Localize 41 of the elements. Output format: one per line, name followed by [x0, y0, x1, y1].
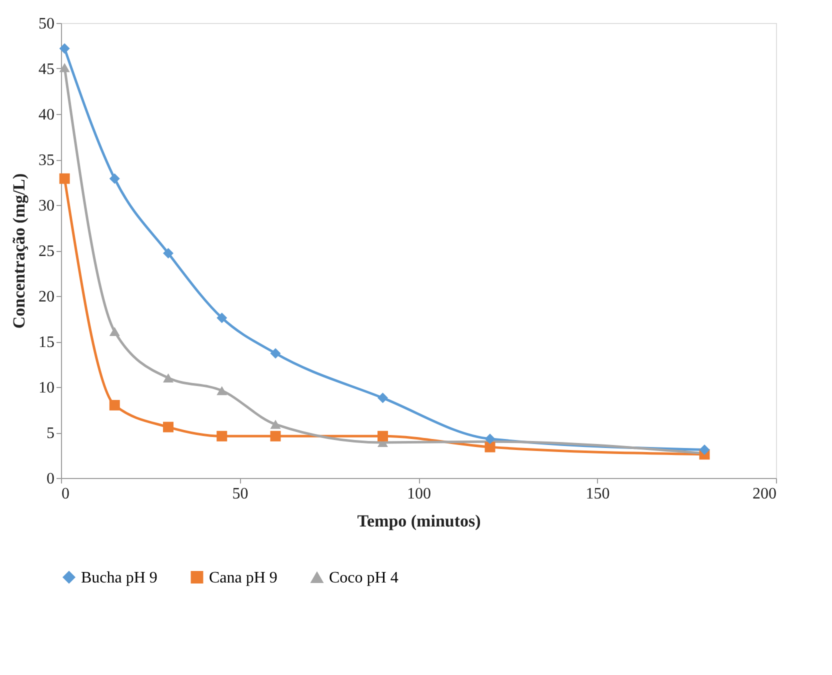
- y-tick-label: 45: [38, 61, 54, 78]
- point: [163, 373, 174, 382]
- point: [270, 430, 281, 442]
- y-tick-label: 15: [38, 334, 54, 351]
- point: [216, 386, 228, 396]
- y-axis-title: Concentração (mg/L): [10, 173, 28, 329]
- y-tick-label: 30: [38, 198, 54, 214]
- legend-label: Bucha pH 9: [81, 569, 158, 586]
- point: [59, 63, 70, 72]
- y-tick-label: 20: [38, 288, 54, 306]
- point: [378, 392, 388, 404]
- point: [216, 312, 228, 324]
- x-tick-label: 200: [752, 486, 776, 502]
- x-tick-label: 100: [407, 486, 431, 502]
- x-tick-label: 0: [62, 486, 70, 502]
- legend-label: Coco pH 4: [329, 570, 398, 586]
- point: [109, 173, 120, 184]
- x-axis-title: Tempo (minutos): [357, 512, 481, 530]
- x-tick-label: 50: [232, 486, 248, 502]
- point: [163, 248, 174, 258]
- y-tick-label: 50: [38, 16, 54, 32]
- y-tick-label: 35: [38, 152, 54, 169]
- point: [699, 444, 710, 456]
- point: [484, 442, 496, 452]
- point: [59, 173, 70, 184]
- y-tick-label: 10: [38, 380, 54, 396]
- x-tick-label: 150: [586, 486, 610, 502]
- point: [378, 430, 388, 442]
- point: [270, 420, 281, 429]
- point: [163, 422, 174, 432]
- point: [59, 43, 70, 54]
- y-tick-label: 5: [46, 425, 54, 442]
- point: [109, 326, 120, 336]
- y-tick-label: 40: [38, 106, 54, 124]
- point: [484, 434, 496, 444]
- legend-label: Cana pH 9: [209, 569, 278, 586]
- point: [270, 348, 281, 359]
- y-tick-label: 0: [46, 470, 54, 488]
- point: [109, 400, 120, 410]
- point: [216, 430, 228, 442]
- y-tick-label: 25: [38, 243, 54, 260]
